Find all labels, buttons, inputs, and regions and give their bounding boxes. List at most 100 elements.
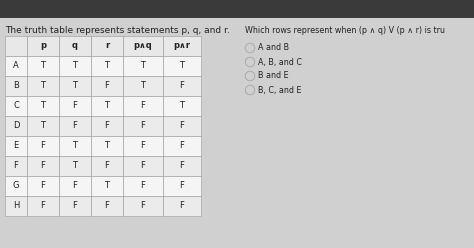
Bar	[5, 56, 27, 76]
Text: F: F	[141, 161, 146, 171]
Bar	[163, 36, 201, 56]
Bar	[91, 116, 123, 136]
Text: F: F	[141, 142, 146, 151]
Bar	[59, 196, 91, 216]
Bar	[5, 136, 27, 156]
Text: F: F	[141, 182, 146, 190]
Bar	[123, 136, 163, 156]
Bar	[123, 176, 163, 196]
Text: F: F	[141, 101, 146, 111]
Text: T: T	[104, 62, 109, 70]
Text: p∧r: p∧r	[173, 41, 191, 51]
Bar	[163, 136, 201, 156]
Bar	[59, 36, 91, 56]
Bar	[59, 116, 91, 136]
Bar	[5, 76, 27, 96]
Text: F: F	[180, 122, 184, 130]
Text: T: T	[73, 161, 78, 171]
Text: T: T	[140, 62, 146, 70]
Bar	[123, 36, 163, 56]
Text: T: T	[104, 142, 109, 151]
Text: D: D	[13, 122, 19, 130]
Bar	[27, 136, 59, 156]
Text: q: q	[72, 41, 78, 51]
Text: T: T	[104, 101, 109, 111]
Bar	[91, 156, 123, 176]
Text: F: F	[180, 142, 184, 151]
Bar	[91, 196, 123, 216]
Text: T: T	[73, 142, 78, 151]
Bar	[91, 76, 123, 96]
Text: A and B: A and B	[258, 43, 289, 53]
Bar	[27, 196, 59, 216]
Circle shape	[246, 71, 255, 81]
Text: C: C	[13, 101, 19, 111]
Bar	[0, 0, 474, 18]
Text: A: A	[13, 62, 19, 70]
Bar	[27, 156, 59, 176]
Circle shape	[246, 58, 255, 66]
Circle shape	[246, 86, 255, 94]
Bar	[5, 156, 27, 176]
Bar	[59, 56, 91, 76]
Bar	[91, 96, 123, 116]
Circle shape	[246, 43, 255, 53]
Bar	[5, 176, 27, 196]
Bar	[163, 196, 201, 216]
Text: F: F	[73, 182, 77, 190]
Text: T: T	[140, 82, 146, 91]
Bar	[163, 56, 201, 76]
Bar	[123, 76, 163, 96]
Text: F: F	[14, 161, 18, 171]
Bar	[27, 116, 59, 136]
Bar	[27, 96, 59, 116]
Text: F: F	[105, 201, 109, 211]
Circle shape	[246, 72, 254, 80]
Bar	[59, 156, 91, 176]
Bar	[123, 96, 163, 116]
Text: T: T	[40, 82, 46, 91]
Text: F: F	[41, 142, 46, 151]
Text: F: F	[105, 122, 109, 130]
Text: F: F	[141, 201, 146, 211]
Text: The truth table represents statements p, q, and r.: The truth table represents statements p,…	[5, 26, 230, 35]
Bar	[163, 176, 201, 196]
Bar	[5, 96, 27, 116]
Circle shape	[246, 44, 254, 52]
Bar	[163, 156, 201, 176]
Text: p: p	[40, 41, 46, 51]
Bar	[27, 176, 59, 196]
Bar	[5, 116, 27, 136]
Bar	[123, 56, 163, 76]
Text: F: F	[41, 182, 46, 190]
Bar	[27, 76, 59, 96]
Text: F: F	[41, 161, 46, 171]
Bar	[27, 56, 59, 76]
Bar	[163, 96, 201, 116]
Text: H: H	[13, 201, 19, 211]
Circle shape	[246, 87, 254, 93]
Bar	[59, 176, 91, 196]
Bar	[5, 196, 27, 216]
Bar	[5, 36, 27, 56]
Bar	[91, 56, 123, 76]
Text: p∧q: p∧q	[134, 41, 152, 51]
Bar	[163, 76, 201, 96]
Text: T: T	[180, 101, 184, 111]
Text: T: T	[73, 82, 78, 91]
Text: Which rows represent when (p ∧ q) V (p ∧ r) is tru: Which rows represent when (p ∧ q) V (p ∧…	[245, 26, 445, 35]
Text: F: F	[105, 82, 109, 91]
Bar	[91, 176, 123, 196]
Bar	[59, 136, 91, 156]
Text: B, C, and E: B, C, and E	[258, 86, 301, 94]
Text: G: G	[13, 182, 19, 190]
Text: F: F	[105, 161, 109, 171]
Text: F: F	[180, 82, 184, 91]
Text: T: T	[40, 101, 46, 111]
Text: B: B	[13, 82, 19, 91]
Text: r: r	[105, 41, 109, 51]
Text: T: T	[73, 62, 78, 70]
Text: T: T	[180, 62, 184, 70]
Bar	[91, 36, 123, 56]
Bar	[27, 36, 59, 56]
